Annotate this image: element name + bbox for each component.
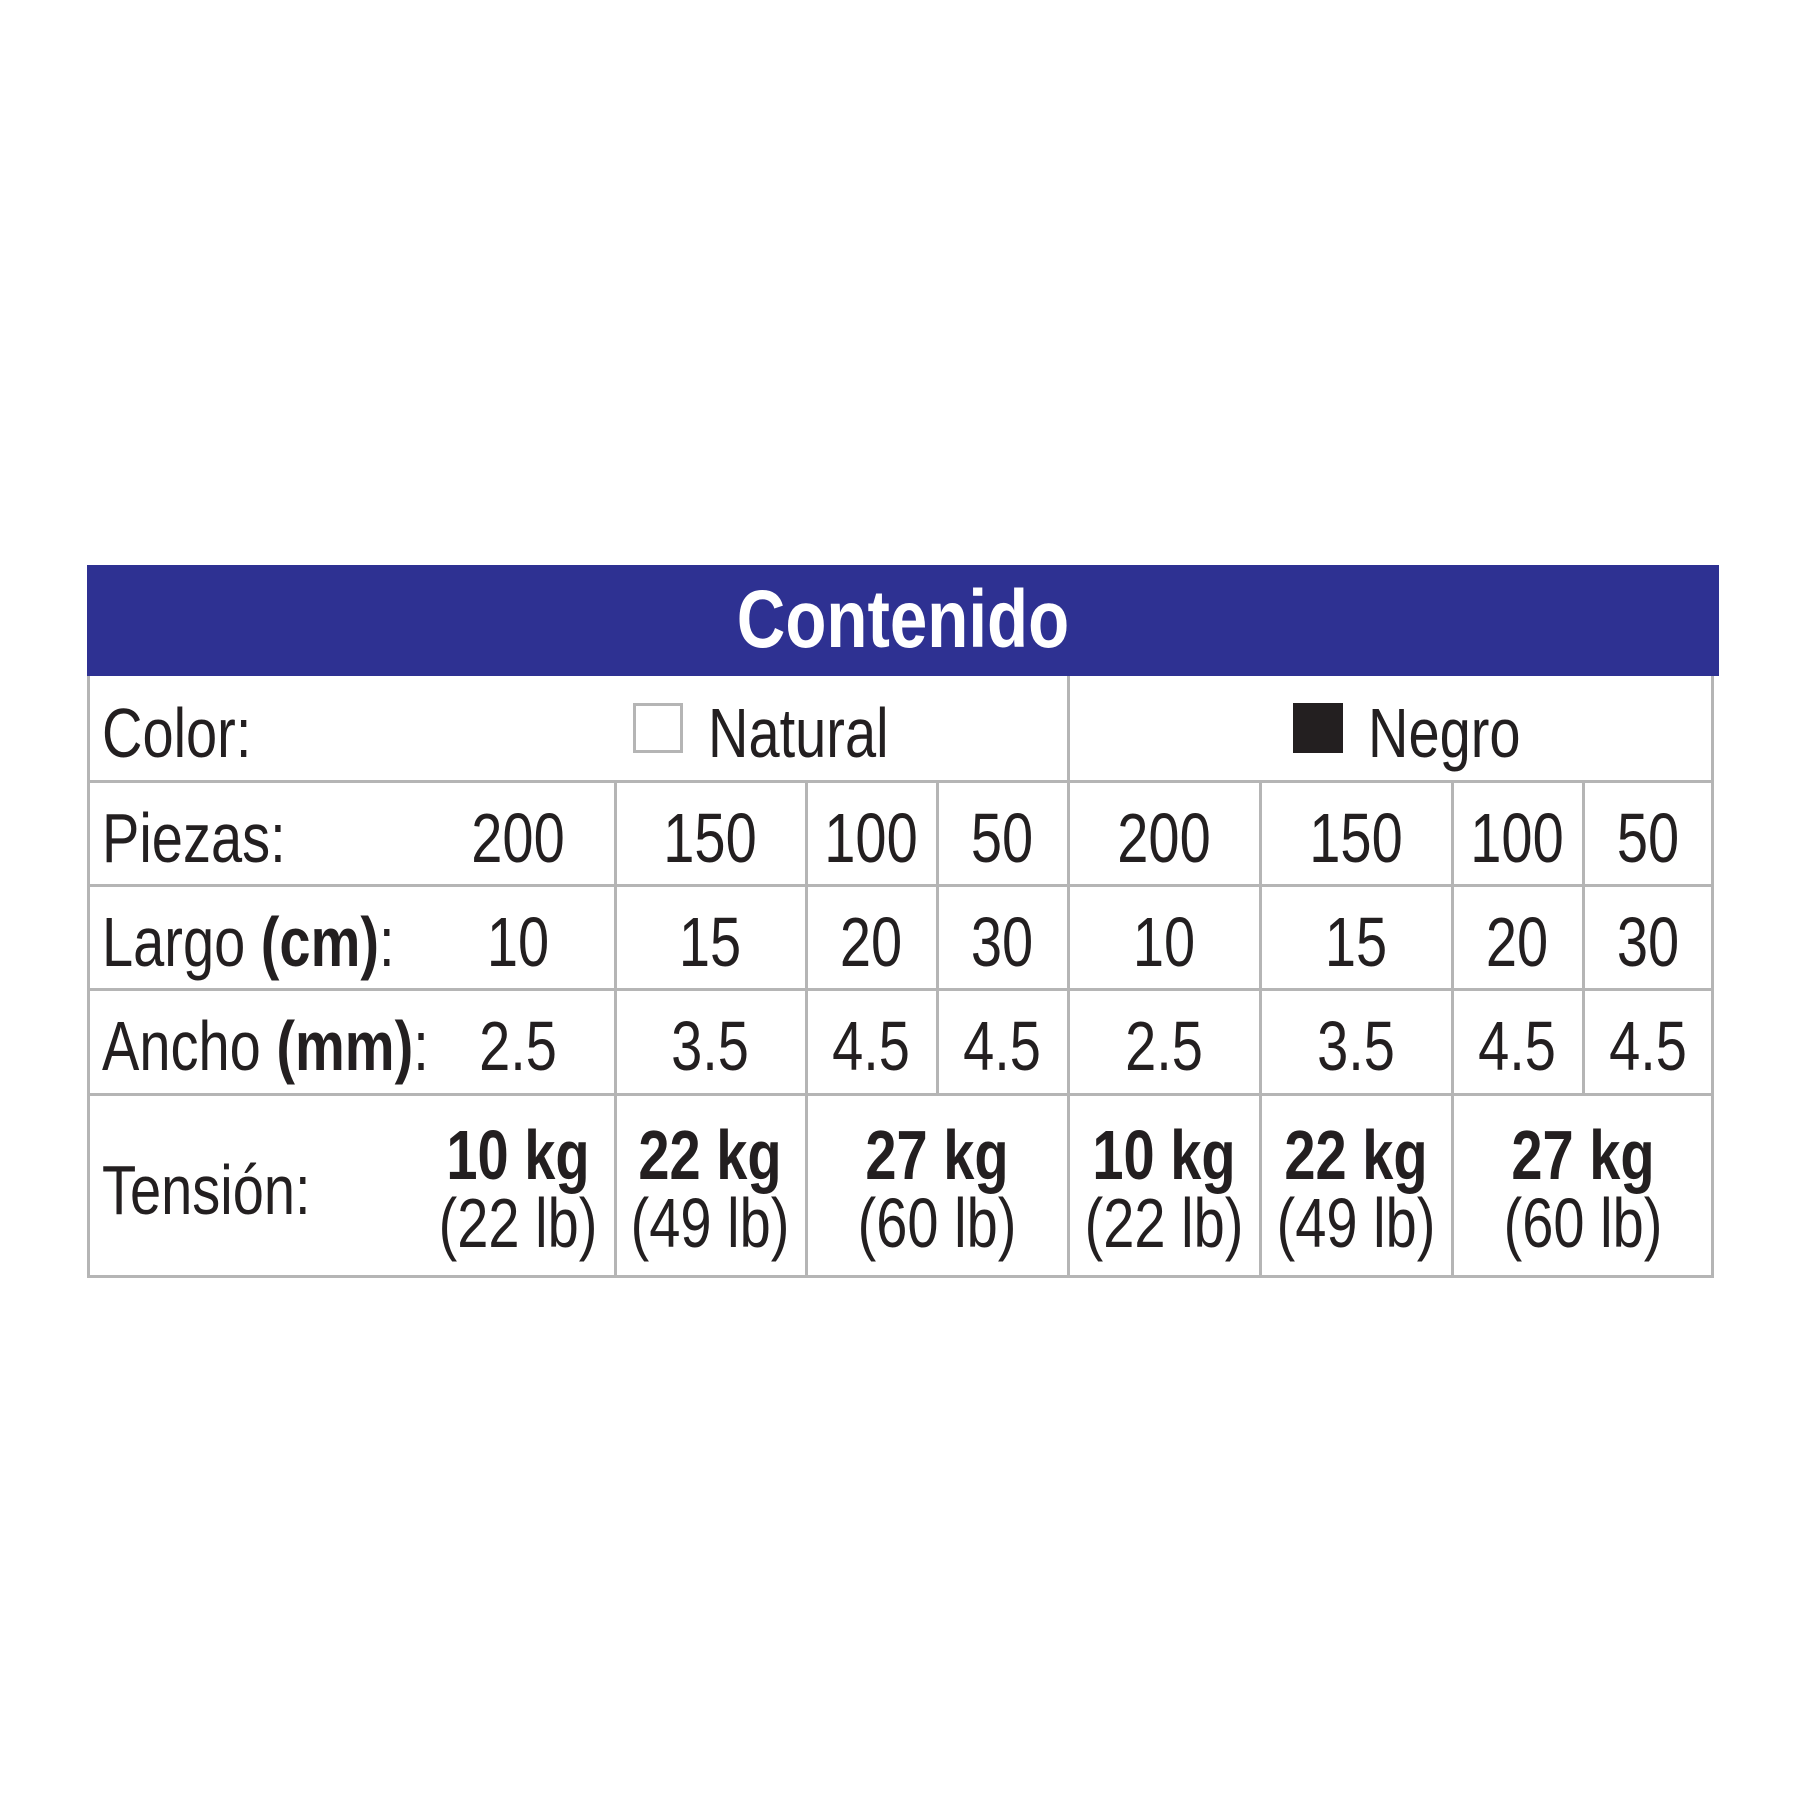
negro-swatch (1293, 703, 1343, 753)
tension-kg: 27 kg (1511, 1116, 1655, 1194)
tension-lb: (49 lb) (630, 1184, 790, 1262)
color-label: Color: (102, 694, 252, 772)
largo-label: Largo (cm): (102, 907, 395, 977)
tension-kg: 10 kg (1092, 1116, 1236, 1194)
ancho-value: 4.5 (1609, 1007, 1687, 1085)
row-divider (87, 884, 1714, 887)
largo-value: 15 (1324, 903, 1388, 981)
tension-kg: 10 kg (446, 1116, 590, 1194)
column-divider (614, 781, 617, 1278)
piezas-value: 100 (824, 799, 918, 877)
contents-table (87, 676, 1714, 1278)
largo-value: 10 (1132, 903, 1196, 981)
piezas-value: 50 (1616, 799, 1680, 877)
ancho-value: 4.5 (832, 1007, 910, 1085)
ancho-label: Ancho (mm): (102, 1011, 429, 1081)
ancho-text: Ancho (102, 1007, 277, 1085)
largo-unit: (cm) (260, 903, 380, 981)
largo-value: 20 (1485, 903, 1549, 981)
column-divider (805, 781, 808, 1278)
piezas-value: 150 (1309, 799, 1403, 877)
tension-lb: (60 lb) (1503, 1184, 1663, 1262)
column-divider (1451, 781, 1454, 1278)
piezas-value: 100 (1470, 799, 1564, 877)
column-divider (1067, 676, 1070, 1278)
largo-value: 15 (678, 903, 742, 981)
tension-lb: (22 lb) (1084, 1184, 1244, 1262)
negro-label: Negro (1368, 694, 1521, 772)
largo-value: 30 (970, 903, 1034, 981)
largo-value: 10 (486, 903, 550, 981)
ancho-value: 4.5 (963, 1007, 1041, 1085)
row-divider (87, 988, 1714, 991)
tension-label: Tensión: (102, 1151, 311, 1229)
tension-lb: (22 lb) (438, 1184, 598, 1262)
tension-kg: 22 kg (1284, 1116, 1428, 1194)
ancho-value: 3.5 (1317, 1007, 1395, 1085)
row-divider (87, 780, 1714, 783)
column-divider (1582, 781, 1585, 1094)
largo-value: 30 (1616, 903, 1680, 981)
piezas-value: 150 (663, 799, 757, 877)
natural-label: Natural (708, 694, 889, 772)
column-divider (936, 781, 939, 1094)
ancho-value: 3.5 (671, 1007, 749, 1085)
piezas-label: Piezas: (102, 799, 286, 877)
piezas-value: 50 (970, 799, 1034, 877)
ancho-value: 2.5 (479, 1007, 557, 1085)
tension-kg: 22 kg (638, 1116, 782, 1194)
tension-lb: (49 lb) (1276, 1184, 1436, 1262)
table-title: Contenido (736, 574, 1070, 665)
tension-lb: (60 lb) (857, 1184, 1017, 1262)
row-divider (87, 1093, 1714, 1096)
piezas-value: 200 (1117, 799, 1211, 877)
piezas-value: 200 (471, 799, 565, 877)
ancho-value: 4.5 (1478, 1007, 1556, 1085)
table-header: Contenido (87, 565, 1719, 676)
ancho-colon: : (413, 1007, 429, 1085)
largo-colon: : (379, 903, 395, 981)
tension-kg: 27 kg (865, 1116, 1009, 1194)
column-divider (1259, 781, 1262, 1278)
ancho-value: 2.5 (1125, 1007, 1203, 1085)
ancho-unit: (mm) (276, 1007, 414, 1085)
natural-swatch (633, 703, 683, 753)
largo-value: 20 (839, 903, 903, 981)
largo-text: Largo (102, 903, 261, 981)
